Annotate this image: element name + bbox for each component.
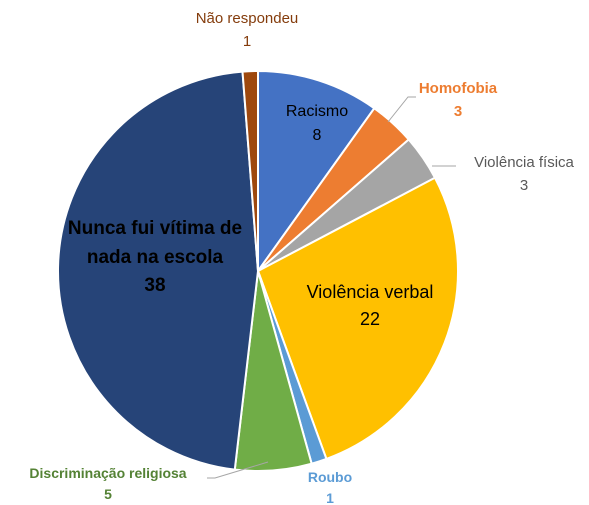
value-label: 5 xyxy=(104,486,112,502)
category-label: Nunca fui vítima de nada na escola xyxy=(67,218,243,268)
value-label: 38 xyxy=(144,275,166,296)
pie-slice xyxy=(256,176,459,461)
pie-slice xyxy=(241,69,259,272)
data-label: Nunca fui vítima de nada na escola 38 xyxy=(55,215,255,301)
value-label: 22 xyxy=(359,309,381,329)
value-label: 3 xyxy=(453,102,463,120)
category-label: Discriminação religiosa xyxy=(29,465,187,481)
leader-line xyxy=(207,461,269,479)
value-label: 1 xyxy=(326,490,334,505)
value-label: 3 xyxy=(519,176,529,194)
value-label: 1 xyxy=(242,32,252,50)
data-label: Racismo 8 xyxy=(267,100,367,148)
category-label: Racismo xyxy=(285,103,349,120)
data-label: Discriminação religiosa 5 xyxy=(4,463,212,505)
data-label: Violência física 3 xyxy=(458,152,589,197)
leader-line xyxy=(387,96,416,123)
category-label: Não respondeu xyxy=(195,10,299,27)
pie-slice xyxy=(257,69,376,275)
category-label: Violência verbal xyxy=(306,282,434,302)
category-label: Violência física xyxy=(474,154,574,171)
category-label: Homofobia xyxy=(418,80,498,97)
data-label: Homofobia 3 xyxy=(400,78,516,123)
value-label: 8 xyxy=(312,127,322,144)
data-label: Roubo 1 xyxy=(300,467,360,505)
data-label: Violência verbal 22 xyxy=(275,279,465,333)
data-label: Não respondeu 1 xyxy=(172,8,322,53)
pie-slice xyxy=(57,70,260,471)
category-label: Roubo xyxy=(307,469,353,485)
